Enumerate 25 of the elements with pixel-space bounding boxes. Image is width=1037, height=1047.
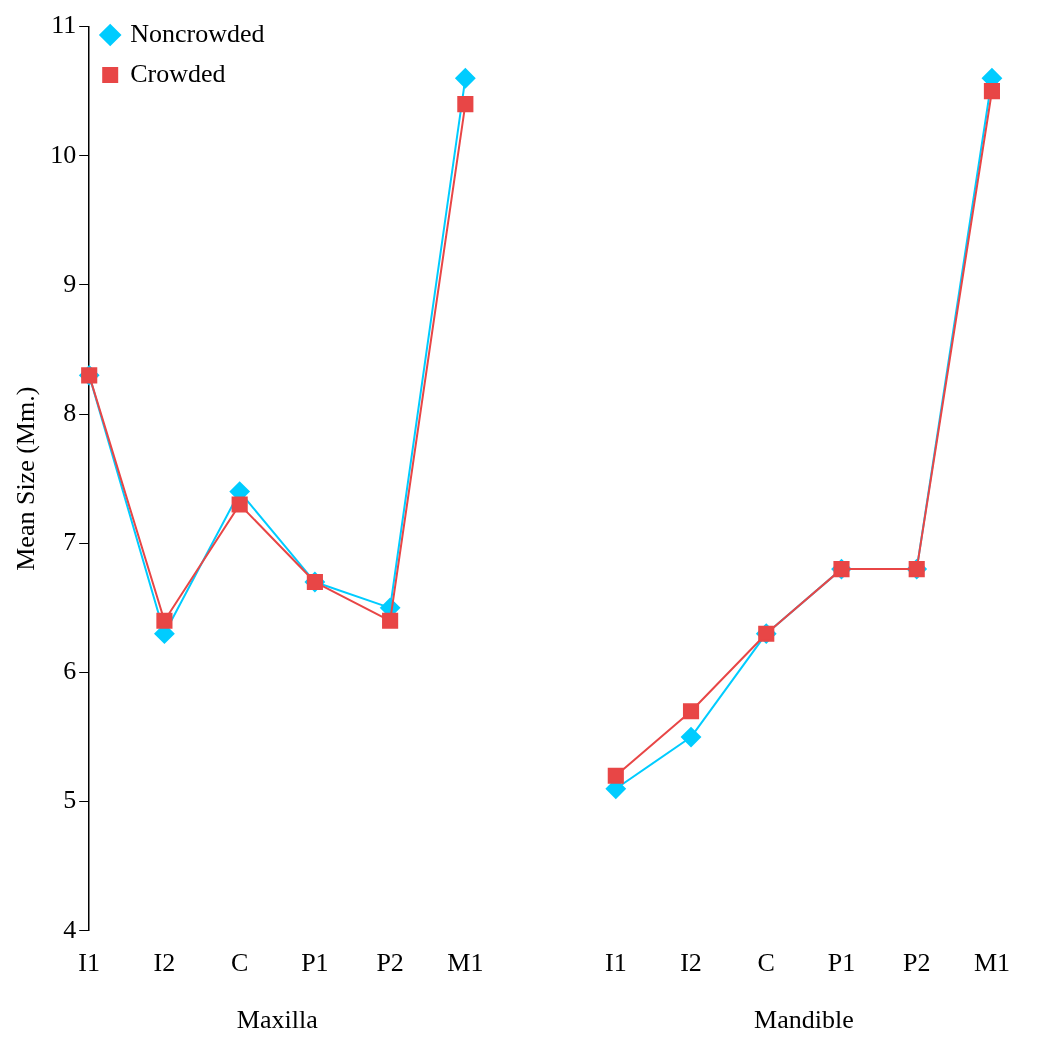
y-tick-label: 9: [63, 268, 77, 298]
legend-label: Noncrowded: [130, 18, 265, 48]
y-tick-label: 10: [50, 139, 77, 169]
y-tick-label: 4: [63, 914, 77, 944]
x-tick-label: M1: [447, 948, 484, 978]
x-tick-label: P2: [902, 948, 931, 978]
y-tick-label: 6: [63, 656, 77, 686]
y-axis-title: Mean Size (Mm.): [11, 386, 41, 571]
y-tick-label: 5: [63, 785, 77, 815]
x-tick-label: I2: [680, 948, 702, 978]
x-tick-label: M1: [973, 948, 1010, 978]
legend-label: Crowded: [130, 58, 226, 88]
y-tick-label: 11: [51, 10, 77, 40]
x-tick-label: P2: [376, 948, 404, 978]
x-tick-label: P1: [301, 948, 329, 978]
y-tick-label: 8: [63, 397, 77, 427]
x-tick-label: P1: [827, 948, 856, 978]
y-tick-label: 7: [63, 527, 77, 557]
text: Maxilla: [236, 1004, 319, 1034]
x-tick-label: C: [230, 948, 249, 978]
x-tick-label: C: [757, 948, 775, 978]
text: Mandible: [754, 1004, 854, 1034]
x-tick-label: I2: [153, 948, 176, 978]
x-tick-label: I1: [604, 948, 627, 978]
x-tick-label: I1: [78, 948, 101, 978]
